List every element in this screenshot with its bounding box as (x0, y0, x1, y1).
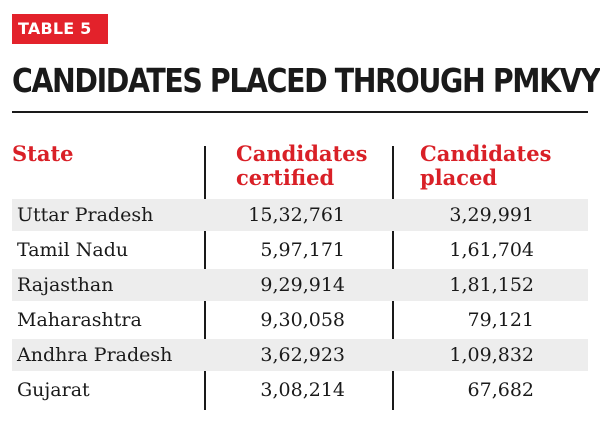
header-state-line-1: State (12, 141, 74, 166)
title-rule (12, 111, 588, 113)
cell-state: Tamil Nadu (17, 239, 129, 261)
cell-candidates-certified: 9,30,058 (260, 309, 345, 331)
cell-candidates-placed: 1,81,152 (449, 274, 534, 296)
cell-candidates-certified: 3,62,923 (260, 344, 345, 366)
table-row: Rajasthan 9,29,914 1,81,152 (12, 269, 588, 301)
cell-state: Uttar Pradesh (17, 204, 154, 226)
table-row: Maharashtra 9,30,058 79,121 (12, 304, 588, 336)
header-certified-line-1: Candidates (236, 141, 368, 166)
cell-candidates-placed: 3,29,991 (449, 204, 534, 226)
header-placed-line-2: placed (420, 165, 498, 190)
table-row: Uttar Pradesh 15,32,761 3,29,991 (12, 199, 588, 231)
cell-state: Gujarat (17, 379, 90, 401)
cell-candidates-placed: 67,682 (467, 379, 534, 401)
cell-candidates-certified: 15,32,761 (248, 204, 345, 226)
header-candidates-certified: Candidates certified (236, 142, 367, 190)
cell-state: Andhra Pradesh (17, 344, 173, 366)
cell-candidates-certified: 3,08,214 (260, 379, 345, 401)
header-candidates-placed: Candidates placed (420, 142, 551, 190)
table-row: Tamil Nadu 5,97,171 1,61,704 (12, 234, 588, 266)
header-certified-line-2: certified (236, 165, 335, 190)
header-placed-line-1: Candidates (420, 141, 552, 166)
header-state: State (12, 142, 74, 166)
cell-state: Maharashtra (17, 309, 142, 331)
cell-candidates-placed: 1,09,832 (449, 344, 534, 366)
cell-candidates-placed: 79,121 (467, 309, 534, 331)
table-title: CANDIDATES PLACED THROUGH PMKVY (12, 61, 600, 100)
cell-candidates-certified: 5,97,171 (260, 239, 345, 261)
table-tag: TABLE 5 (12, 14, 108, 44)
table-row: Gujarat 3,08,214 67,682 (12, 374, 588, 406)
cell-candidates-placed: 1,61,704 (449, 239, 534, 261)
cell-candidates-certified: 9,29,914 (260, 274, 345, 296)
table-row: Andhra Pradesh 3,62,923 1,09,832 (12, 339, 588, 371)
cell-state: Rajasthan (17, 274, 114, 296)
